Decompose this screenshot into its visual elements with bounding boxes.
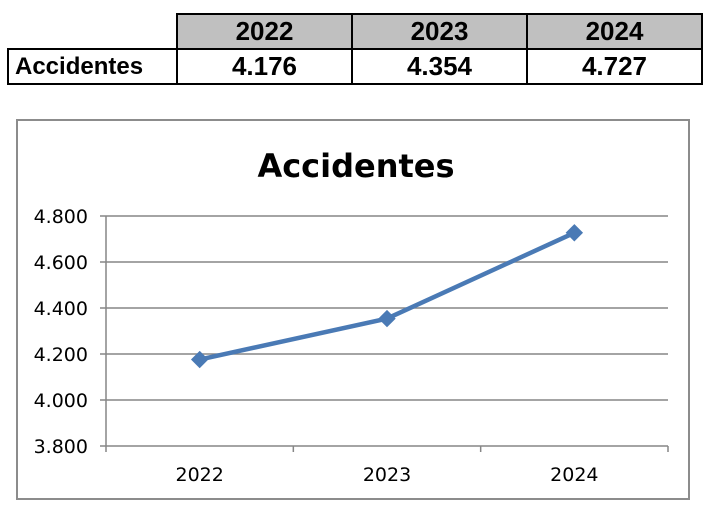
y-tick-label: 3.800 xyxy=(34,436,88,458)
x-tick-label: 2024 xyxy=(550,464,598,486)
gridlines xyxy=(106,215,668,401)
x-tick-label: 2023 xyxy=(363,464,411,486)
y-tick-label: 4.200 xyxy=(34,344,88,366)
x-tick-label: 2022 xyxy=(175,464,223,486)
value-cell: 4.727 xyxy=(526,48,703,85)
data-table: 2022 2023 2024 Accidentes 4.176 4.354 4.… xyxy=(7,13,703,85)
axes: 3.800 4.000 4.200 4.400 4.600 4.800 2022 2023 20… xyxy=(34,206,669,486)
table-corner-cell xyxy=(8,14,177,49)
line-chart: Accidentes 3.800 4.000 4.200 4.400 4.600 4.80… xyxy=(34,147,669,486)
y-tick-label: 4.600 xyxy=(34,252,88,274)
value-cell: 4.176 xyxy=(176,48,353,85)
table-row: Accidentes 4.176 4.354 4.727 xyxy=(7,48,703,85)
year-header: 2023 xyxy=(351,13,528,50)
y-tick-label: 4.800 xyxy=(34,206,88,228)
y-tick-label: 4.000 xyxy=(34,390,88,412)
value-cell: 4.354 xyxy=(351,48,528,85)
row-label: Accidentes xyxy=(7,48,178,85)
data-point-marker xyxy=(378,309,396,328)
chart-title: Accidentes xyxy=(257,147,454,185)
series-polyline xyxy=(199,230,576,362)
y-tick-label: 4.400 xyxy=(34,298,88,320)
year-header: 2024 xyxy=(526,13,703,50)
table-header-row: 2022 2023 2024 xyxy=(8,13,703,50)
data-point-marker xyxy=(565,224,584,242)
year-header: 2022 xyxy=(176,13,353,50)
data-point-marker xyxy=(190,350,209,369)
chart-area: Accidentes 3.800 4.000 4.200 4.400 4.600 4.80… xyxy=(16,119,690,500)
series-line xyxy=(190,224,584,369)
